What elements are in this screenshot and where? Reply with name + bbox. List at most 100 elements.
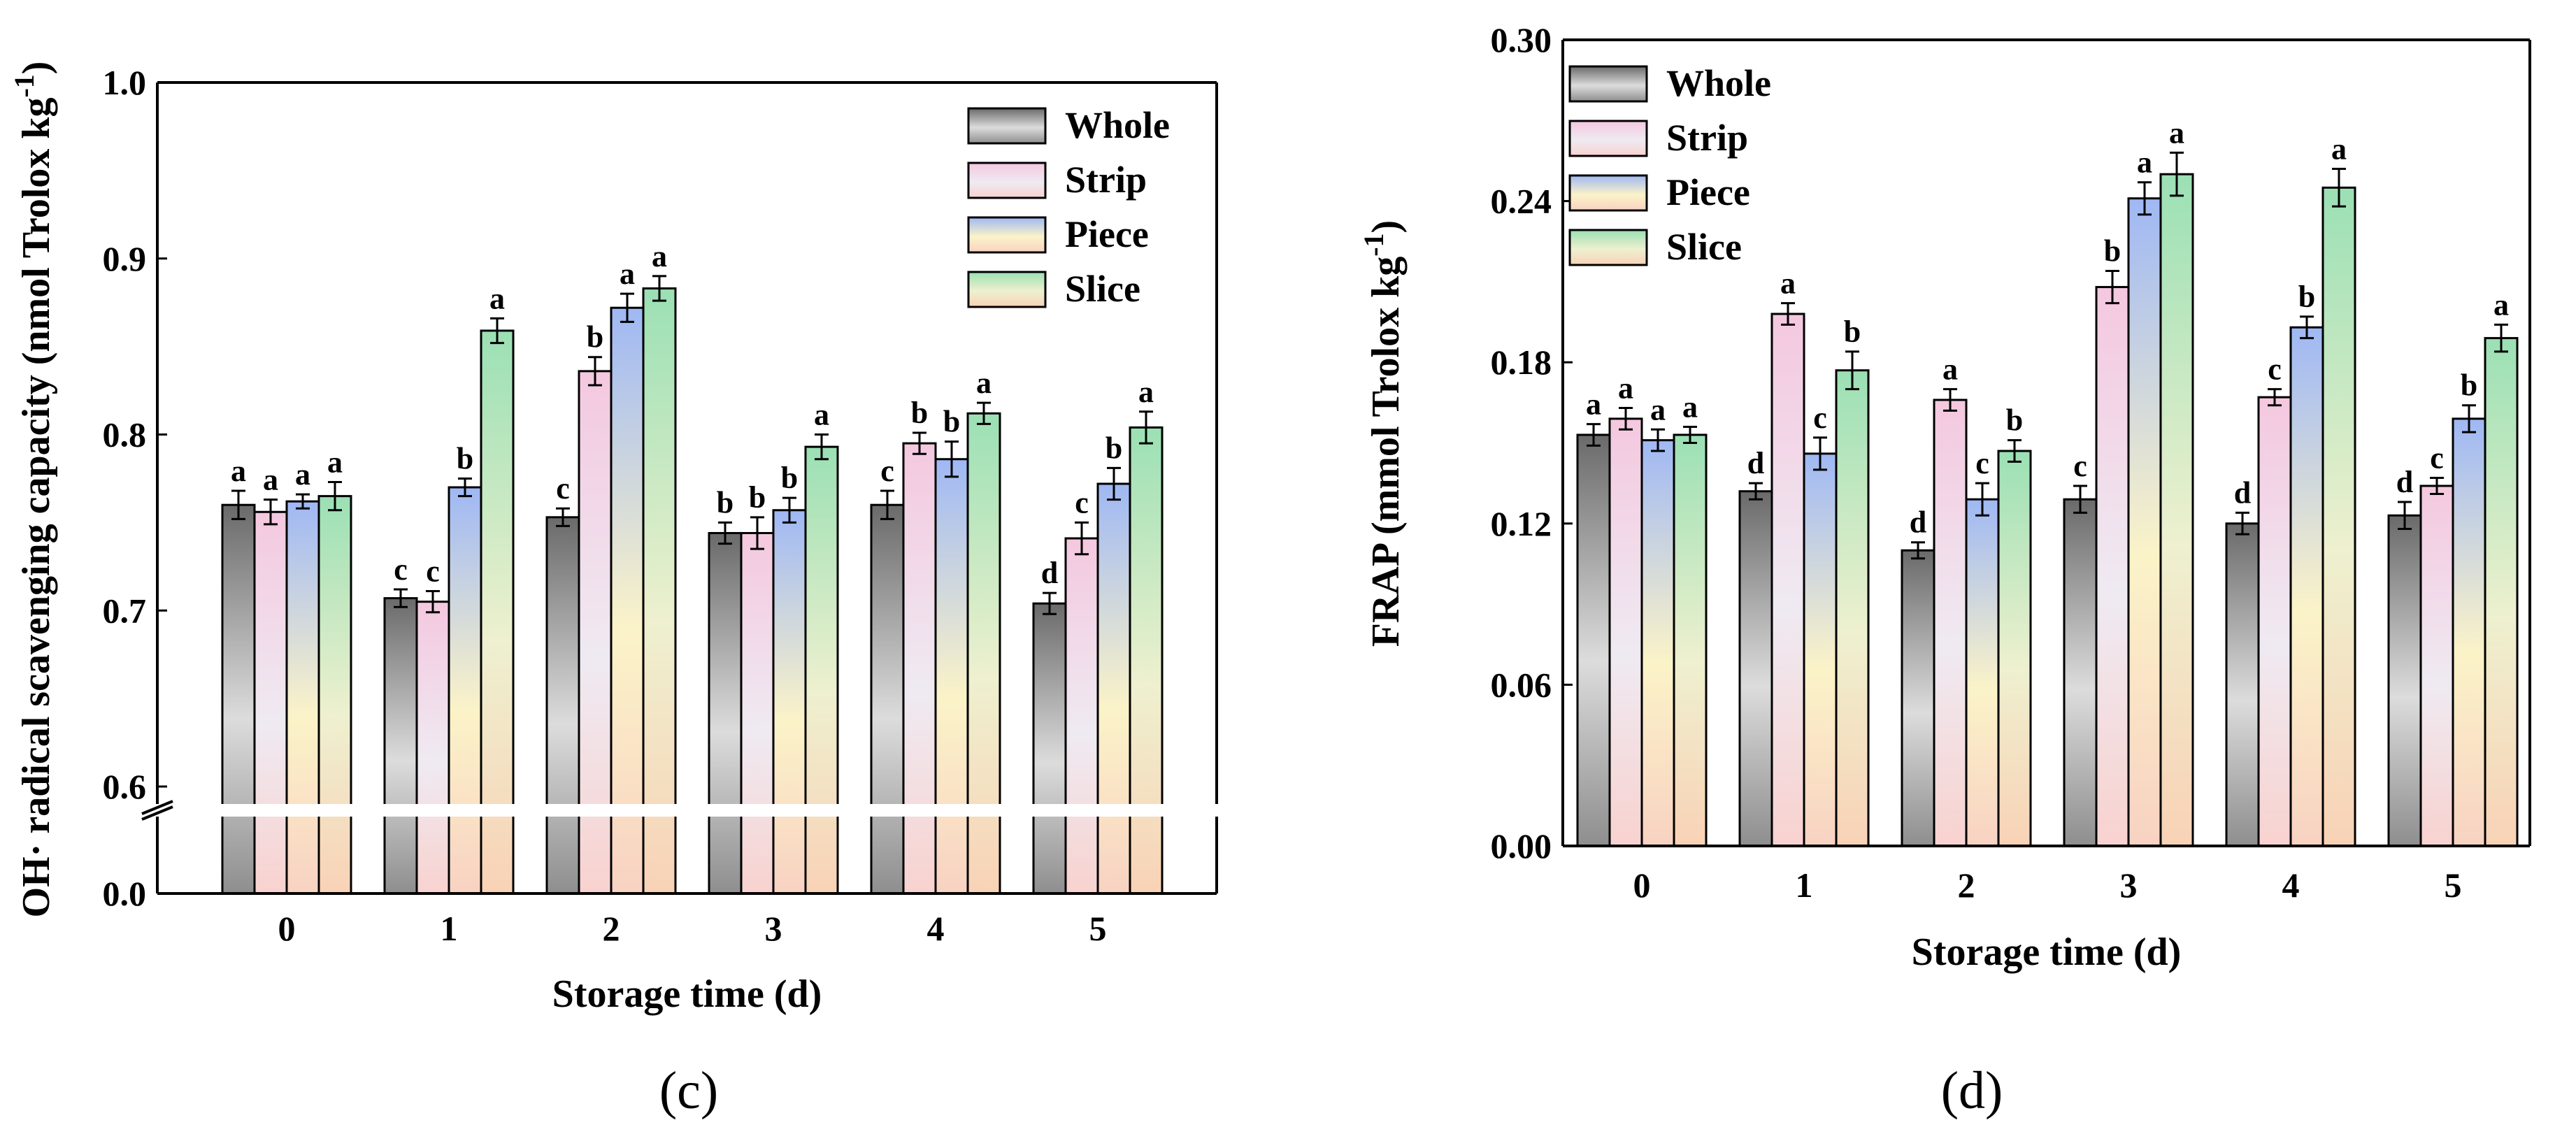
significance-letter: a	[295, 457, 310, 491]
significance-letter: a	[2169, 115, 2184, 150]
legend-swatch-slice	[967, 271, 1047, 308]
significance-letter: a	[231, 454, 246, 488]
significance-letter: b	[2104, 234, 2121, 268]
significance-letter: d	[1747, 446, 1764, 480]
bar-whole-2	[1901, 549, 1935, 847]
x-tick-label: 4	[2282, 866, 2300, 905]
bar-strip-3	[2095, 286, 2130, 847]
significance-letter: a	[1650, 392, 1666, 426]
bar-piece-1	[1803, 452, 1838, 847]
significance-letter: d	[1041, 556, 1058, 590]
legend-swatch-piece	[967, 216, 1047, 254]
x-tick-label: 0	[278, 909, 296, 948]
significance-letter: c	[394, 552, 408, 587]
significance-letter: b	[717, 485, 734, 519]
bar-strip-2	[1933, 399, 1968, 847]
significance-letter: c	[1075, 485, 1089, 519]
x-tick-label: 3	[2120, 866, 2138, 905]
bar-piece-1	[448, 486, 482, 895]
x-axis-label: Storage time (d)	[1912, 931, 2182, 974]
significance-letter: a	[976, 366, 992, 400]
x-tick-label: 3	[765, 909, 782, 948]
legend-label-piece: Piece	[1666, 171, 1750, 213]
significance-letter: c	[426, 554, 440, 589]
bar-piece-4	[2289, 326, 2324, 847]
x-axis-label: Storage time (d)	[552, 972, 822, 1016]
bar-piece-3	[772, 509, 807, 895]
bar-whole-5	[2387, 514, 2422, 847]
x-tick-label: 2	[1958, 866, 1975, 905]
legend-label-slice: Slice	[1666, 226, 1742, 268]
y-tick-label: 0.9	[103, 239, 147, 278]
chart-panel-d: a aa a0dacb1dacb2cbaa3dcba4dcba50.000.060.…	[1358, 20, 2531, 1120]
bar-slice-0	[317, 495, 352, 895]
x-tick-label: 1	[441, 909, 458, 948]
y-axis-label: OH· radical scavenging capacity (nmol Tr…	[8, 62, 58, 918]
legend-swatch-whole	[1568, 65, 1648, 103]
significance-letter: a	[1618, 371, 1633, 405]
significance-letter: a	[1586, 387, 1601, 422]
bar-strip-1	[415, 601, 450, 895]
bar-piece-0	[285, 500, 320, 895]
significance-letter: d	[2396, 465, 2413, 499]
bar-strip-5	[1064, 537, 1099, 895]
y-tick-label: 0.6	[103, 767, 147, 806]
bar-piece-4	[934, 458, 969, 895]
bar-slice-0	[1673, 433, 1708, 847]
legend-swatch-slice	[1568, 229, 1648, 266]
legend-label-whole: Whole	[1666, 62, 1771, 104]
significance-letter: a	[2137, 145, 2152, 180]
significance-letter: b	[2006, 403, 2023, 438]
significance-letter: c	[1813, 401, 1827, 435]
bar-slice-2	[642, 287, 677, 895]
significance-letter: a	[1682, 389, 1698, 424]
bar-slice-5	[2484, 337, 2519, 847]
y-tick-label: 0.18	[1491, 343, 1552, 382]
significance-letter: b	[1105, 431, 1122, 465]
significance-letter: b	[781, 461, 798, 495]
significance-letter: a	[263, 463, 278, 497]
legend-label-whole: Whole	[1065, 104, 1170, 146]
y-axis-label: FRAP (mmol Trolox kg-1)	[1358, 220, 1408, 647]
significance-letter: c	[2430, 440, 2444, 475]
significance-letter: a	[814, 398, 829, 432]
bar-slice-4	[966, 412, 1001, 895]
significance-letter: c	[1975, 446, 1989, 480]
significance-letter: a	[2331, 131, 2347, 166]
break-mark	[141, 805, 173, 821]
significance-letter: a	[1942, 352, 1958, 387]
significance-letter: c	[2268, 352, 2282, 387]
bar-whole-3	[2063, 498, 2098, 847]
y-tick-label: 0.7	[103, 591, 147, 630]
x-tick-label: 2	[603, 909, 620, 948]
y-tick-label: 0.0	[103, 874, 147, 913]
significance-letter: b	[2298, 280, 2315, 314]
y-tick-label: 0.30	[1491, 20, 1552, 59]
legend-swatch-piece	[1568, 174, 1648, 212]
significance-letter: a	[620, 257, 635, 291]
bar-strip-0	[1608, 417, 1643, 847]
significance-letter: b	[587, 320, 603, 354]
bar-slice-5	[1129, 426, 1164, 895]
legend-swatch-whole	[967, 107, 1047, 145]
panel-label: (c)	[659, 1061, 718, 1120]
significance-letter: a	[1780, 266, 1796, 301]
significance-letter: b	[457, 441, 473, 475]
significance-letter: a	[652, 239, 667, 273]
significance-letter: a	[2493, 287, 2509, 322]
legend-label-strip: Strip	[1065, 159, 1147, 201]
bar-whole-4	[870, 503, 905, 895]
bar-strip-3	[740, 531, 775, 895]
bar-strip-4	[902, 442, 937, 895]
panel-label: (d)	[1941, 1061, 2003, 1120]
legend-label-slice: Slice	[1065, 268, 1140, 310]
legend-label-piece: Piece	[1065, 213, 1149, 255]
x-tick-label: 1	[1796, 866, 1813, 905]
bar-whole-1	[383, 597, 418, 895]
bar-slice-1	[1835, 369, 1870, 847]
bar-strip-0	[253, 510, 288, 895]
bar-strip-5	[2419, 484, 2454, 847]
x-tick-label: 0	[1633, 866, 1651, 905]
bar-piece-5	[1096, 482, 1131, 895]
legend-label-strip: Strip	[1666, 117, 1748, 159]
